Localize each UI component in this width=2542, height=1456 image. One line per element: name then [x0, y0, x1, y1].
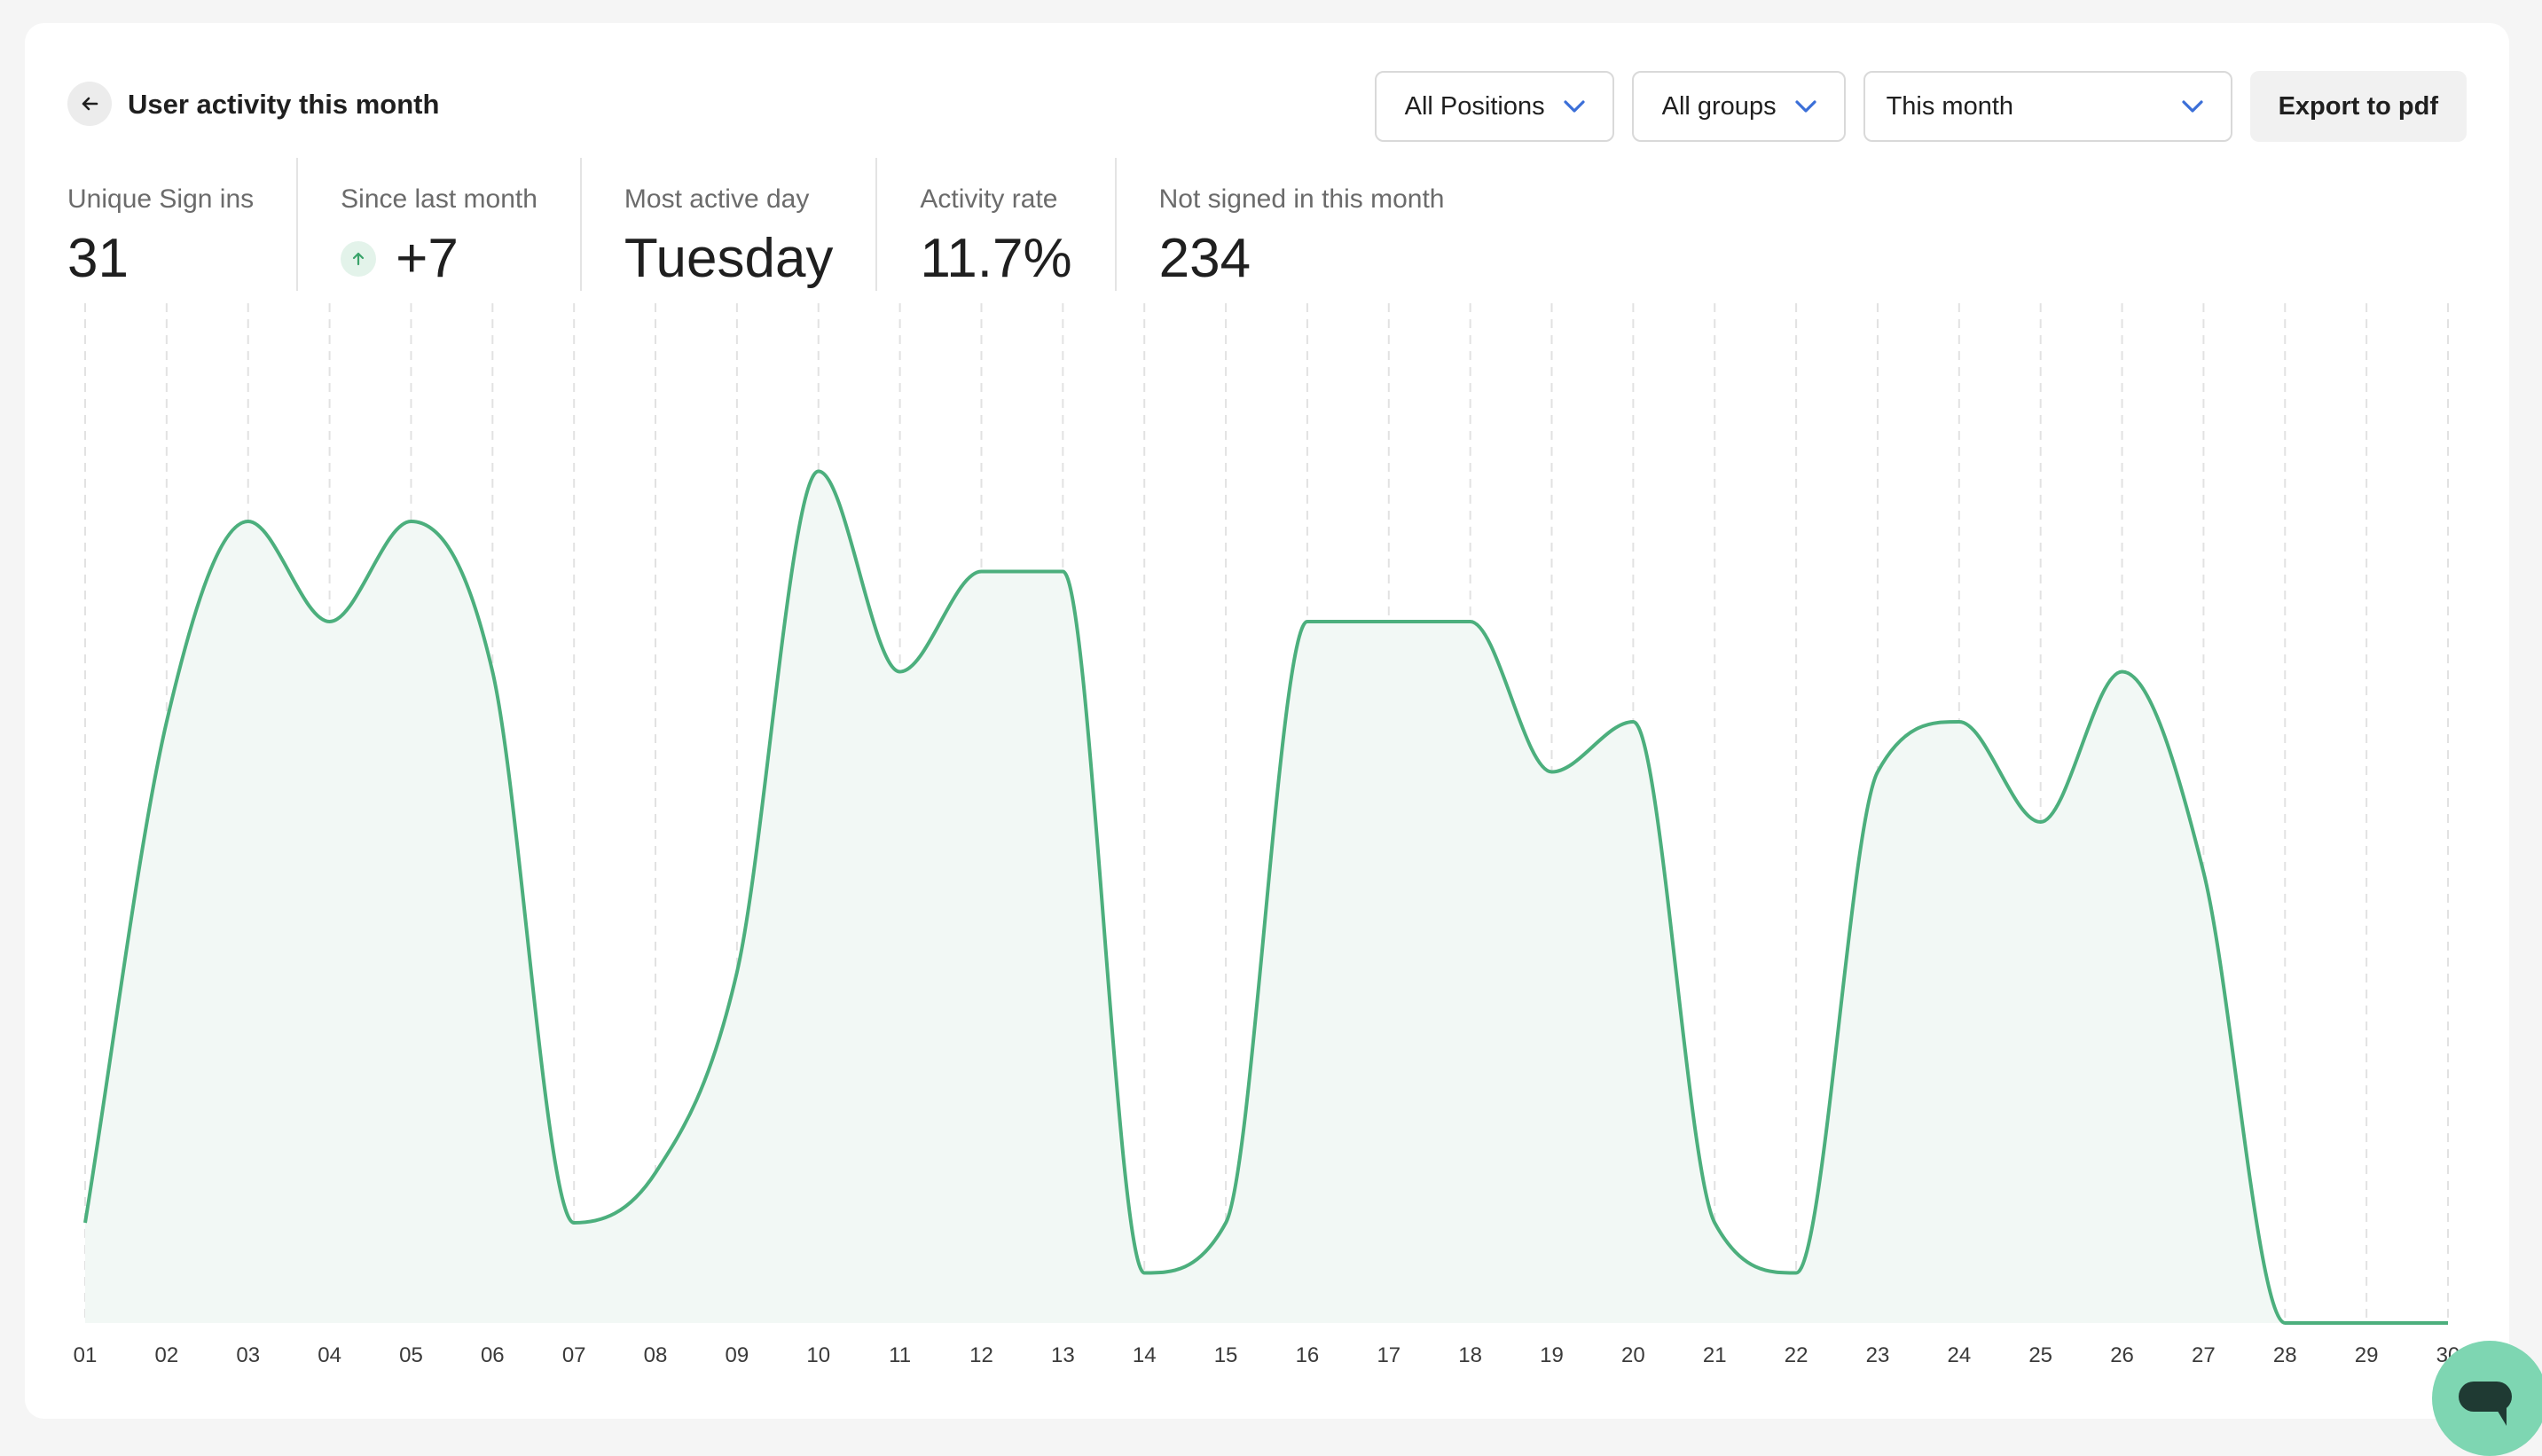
x-tick-label: 05 [399, 1343, 423, 1367]
x-tick-label: 27 [2192, 1343, 2216, 1367]
groups-dropdown-label: All groups [1661, 91, 1777, 121]
stat-label: Unique Sign ins [67, 184, 255, 214]
header: User activity this month All Positions A… [67, 71, 2467, 142]
x-tick-label: 29 [2355, 1343, 2379, 1367]
x-tick-label: 11 [889, 1343, 911, 1367]
data-point[interactable] [1709, 1217, 1720, 1228]
x-tick-label: 13 [1051, 1343, 1075, 1367]
stat-value: 234 [1158, 228, 1251, 289]
stat-value: 11.7% [920, 228, 1072, 289]
arrow-left-icon [82, 97, 98, 111]
chat-bubble-icon [2459, 1382, 2512, 1426]
arrow-up-icon [341, 240, 377, 277]
export-pdf-button[interactable]: Export to pdf [2249, 71, 2467, 142]
x-tick-label: 18 [1458, 1343, 1482, 1367]
x-tick-label: 02 [155, 1343, 179, 1367]
data-point[interactable] [1628, 716, 1638, 727]
data-point[interactable] [243, 516, 254, 527]
stat-label: Activity rate [920, 184, 1058, 214]
data-point[interactable] [2036, 817, 2046, 827]
x-tick-label: 17 [1377, 1343, 1400, 1367]
x-tick-label: 06 [481, 1343, 505, 1367]
activity-card: User activity this month All Positions A… [25, 23, 2509, 1419]
x-tick-label: 22 [1785, 1343, 1808, 1367]
stat-label: Not signed in this month [1158, 184, 1445, 214]
x-tick-label: 07 [562, 1343, 586, 1367]
data-point[interactable] [1791, 1268, 1801, 1279]
chevron-down-icon [1794, 100, 1816, 113]
period-dropdown[interactable]: This month [1863, 71, 2232, 142]
x-tick-label: 19 [1540, 1343, 1564, 1367]
positions-dropdown[interactable]: All Positions [1374, 71, 1614, 142]
stat-since-last-month: Since last month +7 [296, 158, 580, 291]
stat-not-signed-in: Not signed in this month 234 [1114, 158, 1487, 291]
page-title: User activity this month [128, 89, 440, 120]
x-tick-label: 10 [806, 1343, 830, 1367]
x-tick-label: 26 [2110, 1343, 2134, 1367]
data-point[interactable] [325, 616, 335, 627]
data-point[interactable] [2117, 667, 2128, 677]
data-point[interactable] [487, 667, 498, 677]
stat-value: +7 [396, 228, 459, 289]
x-tick-label: 24 [1947, 1343, 1971, 1367]
chat-launcher-button[interactable] [2432, 1341, 2542, 1456]
data-point[interactable] [1954, 716, 1965, 727]
data-point[interactable] [732, 967, 742, 978]
stat-value: 31 [67, 228, 129, 289]
x-tick-label: 14 [1133, 1343, 1157, 1367]
stat-value: Tuesday [624, 228, 834, 289]
data-point[interactable] [2443, 1318, 2453, 1328]
data-point[interactable] [2198, 867, 2209, 878]
data-point[interactable] [813, 466, 824, 477]
period-dropdown-label: This month [1886, 91, 2014, 121]
back-button[interactable] [67, 82, 112, 126]
x-tick-label: 15 [1214, 1343, 1238, 1367]
x-tick-label: 01 [74, 1343, 98, 1367]
data-point[interactable] [1302, 616, 1313, 627]
data-point[interactable] [1872, 767, 1883, 778]
x-tick-label: 03 [236, 1343, 260, 1367]
stat-most-active-day: Most active day Tuesday [579, 158, 876, 291]
data-point[interactable] [161, 716, 172, 727]
filter-controls: All Positions All groups This month Expo… [1374, 71, 2467, 142]
data-point[interactable] [1465, 616, 1476, 627]
stat-unique-sign-ins: Unique Sign ins 31 [67, 158, 296, 291]
data-point[interactable] [1057, 567, 1068, 577]
data-point[interactable] [405, 516, 416, 527]
data-point[interactable] [569, 1217, 579, 1228]
data-point[interactable] [1384, 616, 1394, 627]
x-tick-label: 21 [1703, 1343, 1727, 1367]
data-point[interactable] [80, 1217, 90, 1228]
data-point[interactable] [1547, 767, 1557, 778]
x-tick-label: 20 [1621, 1343, 1645, 1367]
data-point[interactable] [976, 567, 986, 577]
positions-dropdown-label: All Positions [1404, 91, 1545, 121]
x-tick-label: 12 [969, 1343, 993, 1367]
x-tick-label: 25 [2028, 1343, 2052, 1367]
x-tick-label: 23 [1866, 1343, 1890, 1367]
stat-value-wrap: +7 [341, 227, 537, 290]
stats-row: Unique Sign ins 31 Since last month +7 M… [67, 158, 1487, 291]
groups-dropdown[interactable]: All groups [1631, 71, 1846, 142]
chevron-down-icon [2181, 100, 2203, 113]
chevron-down-icon [1564, 100, 1585, 113]
stat-label: Since last month [341, 184, 537, 214]
stat-label: Most active day [624, 184, 810, 214]
x-tick-label: 04 [318, 1343, 341, 1367]
data-point[interactable] [2279, 1318, 2290, 1328]
data-point[interactable] [1220, 1217, 1231, 1228]
area-fill [85, 471, 2448, 1323]
stat-activity-rate: Activity rate 11.7% [875, 158, 1114, 291]
data-point[interactable] [2361, 1318, 2372, 1328]
x-tick-label: 08 [644, 1343, 668, 1367]
data-point[interactable] [1139, 1268, 1149, 1279]
data-point[interactable] [895, 667, 906, 677]
activity-chart: 01 02 03 04 05 06 07 08 09 10 11 12 13 14 15 16 17 18 19 20… [74, 303, 2460, 1367]
series-line [83, 469, 2448, 1326]
x-tick-label: 16 [1296, 1343, 1320, 1367]
x-tick-label: 28 [2273, 1343, 2297, 1367]
x-tick-label: 09 [726, 1343, 749, 1367]
data-point[interactable] [650, 1168, 661, 1178]
